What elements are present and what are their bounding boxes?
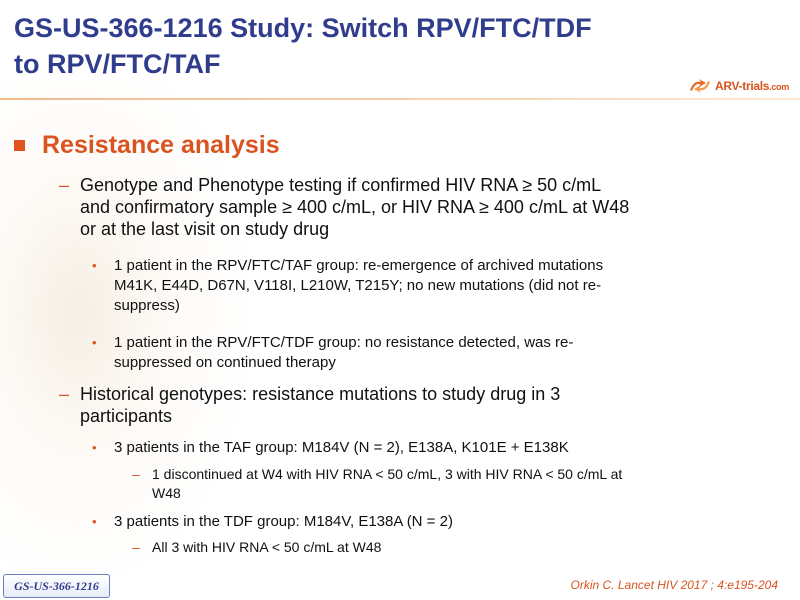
dash-bullet-icon: – [59,175,70,195]
detail-text: 1 discontinued at W4 with HIV RNA < 50 c… [152,465,782,503]
sub-item-text: 3 patients in the TDF group: M184V, E138… [114,513,453,530]
sub-item-text: 3 patients in the TAF group: M184V (N = … [114,439,569,456]
logo-text: ARV-trials.com [715,79,789,93]
slide-title: GS-US-366-1216 Study: Switch RPV/FTC/TDF… [14,10,694,82]
sub-item-text: 1 patient in the RPV/FTC/TAF group: re-e… [114,256,779,316]
dot-bullet-icon: • [92,514,97,529]
text-line: participants [80,406,173,426]
text-line: M41K, E44D, D67N, V118I, L210W, T215Y; n… [114,277,602,294]
logo-domain: .com [769,82,789,92]
logo-arrows-icon [690,79,710,93]
text-line: suppress) [114,297,180,314]
list-item-text: Genotype and Phenotype testing if confir… [80,174,780,240]
dash-bullet-icon: – [132,466,140,482]
arv-trials-logo: ARV-trials.com [688,76,789,96]
text-line: W48 [152,485,181,501]
dash-bullet-icon: – [59,384,70,404]
section-heading: Resistance analysis [14,131,280,160]
text-line: and confirmatory sample ≥ 400 c/mL, or H… [80,197,630,217]
study-tag-badge: GS-US-366-1216 [3,574,110,598]
text-line: 1 patient in the RPV/FTC/TAF group: re-e… [114,257,604,274]
text-line: suppressed on continued therapy [114,354,336,371]
square-bullet-icon [14,140,25,151]
background-decoration [0,80,260,600]
text-line: Historical genotypes: resistance mutatio… [80,384,561,404]
text-line: Genotype and Phenotype testing if confir… [80,175,602,195]
title-line-1: GS-US-366-1216 Study: Switch RPV/FTC/TDF [14,13,592,43]
heading-text: Resistance analysis [42,131,280,159]
logo-brand: ARV-trials [715,79,770,93]
dot-bullet-icon: • [92,258,97,273]
title-divider [0,98,800,100]
sub-item-text: 1 patient in the RPV/FTC/TDF group: no r… [114,333,779,373]
text-line: or at the last visit on study drug [80,219,330,239]
dot-bullet-icon: • [92,440,97,455]
title-line-2: to RPV/FTC/TAF [14,49,221,79]
dash-bullet-icon: – [132,539,140,555]
dot-bullet-icon: • [92,335,97,350]
text-line: 1 discontinued at W4 with HIV RNA < 50 c… [152,466,623,482]
text-line: 1 patient in the RPV/FTC/TDF group: no r… [114,334,574,351]
detail-text: All 3 with HIV RNA < 50 c/mL at W48 [152,539,382,555]
citation: Orkin C. Lancet HIV 2017 ; 4:e195-204 [570,578,778,592]
list-item-text: Historical genotypes: resistance mutatio… [80,383,780,427]
